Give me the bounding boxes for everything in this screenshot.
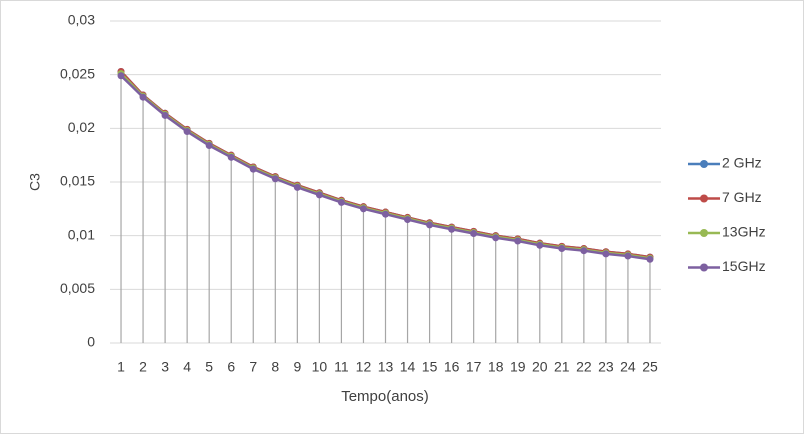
marker — [624, 252, 632, 260]
x-tick-label: 4 — [183, 359, 191, 375]
legend-marker — [700, 160, 708, 168]
y-tick-label: 0,01 — [68, 226, 95, 242]
x-tick-label: 12 — [356, 359, 372, 375]
marker — [205, 142, 213, 150]
legend-marker — [700, 263, 708, 272]
x-tick-label: 22 — [576, 359, 592, 375]
legend-label: 13GHz — [722, 224, 766, 240]
x-tick-label: 16 — [444, 359, 460, 375]
x-tick-label: 14 — [400, 359, 416, 375]
marker — [492, 234, 500, 242]
x-axis-title: Tempo(anos) — [341, 388, 429, 405]
x-tick-label: 20 — [532, 359, 548, 375]
marker — [426, 221, 434, 229]
marker — [117, 72, 125, 80]
x-tick-label: 7 — [249, 359, 257, 375]
marker — [227, 153, 235, 161]
x-tick-label: 21 — [554, 359, 570, 375]
legend-label: 15GHz — [722, 258, 766, 274]
marker — [580, 247, 588, 255]
y-tick-label: 0,005 — [60, 280, 95, 296]
y-tick-label: 0,03 — [68, 12, 95, 28]
marker — [139, 93, 147, 101]
marker — [558, 245, 566, 253]
x-tick-label: 5 — [205, 359, 213, 375]
marker — [183, 128, 191, 136]
marker — [602, 250, 610, 258]
marker — [404, 216, 412, 224]
x-tick-label: 8 — [271, 359, 279, 375]
y-tick-label: 0,025 — [60, 65, 95, 81]
legend-label: 7 GHz — [722, 189, 762, 205]
x-tick-label: 23 — [598, 359, 614, 375]
marker — [315, 191, 323, 199]
x-tick-label: 2 — [139, 359, 147, 375]
x-tick-label: 6 — [227, 359, 235, 375]
y-tick-label: 0,02 — [68, 119, 95, 135]
marker — [293, 183, 301, 191]
x-tick-label: 9 — [293, 359, 301, 375]
marker — [470, 230, 478, 238]
x-tick-label: 18 — [488, 359, 504, 375]
y-axis-title: C3 — [27, 173, 43, 191]
x-tick-label: 17 — [466, 359, 482, 375]
marker — [337, 198, 345, 206]
legend-marker — [700, 194, 708, 203]
marker — [646, 255, 654, 263]
x-tick-label: 19 — [510, 359, 526, 375]
marker — [359, 205, 367, 213]
x-tick-label: 25 — [642, 359, 658, 375]
marker — [249, 165, 257, 173]
marker — [448, 225, 456, 233]
legend-label: 2 GHz — [722, 155, 762, 171]
x-tick-label: 10 — [312, 359, 328, 375]
marker — [271, 175, 279, 183]
marker — [514, 237, 522, 245]
x-tick-label: 1 — [117, 359, 125, 375]
legend-marker — [700, 229, 708, 237]
y-tick-label: 0 — [87, 334, 95, 350]
x-tick-label: 15 — [422, 359, 438, 375]
x-tick-label: 3 — [161, 359, 169, 375]
x-tick-label: 24 — [620, 359, 636, 375]
marker — [382, 210, 389, 218]
x-tick-label: 11 — [334, 359, 349, 375]
marker — [161, 111, 169, 119]
x-tick-label: 13 — [378, 359, 394, 375]
marker — [536, 241, 544, 249]
y-tick-label: 0,015 — [60, 173, 95, 189]
